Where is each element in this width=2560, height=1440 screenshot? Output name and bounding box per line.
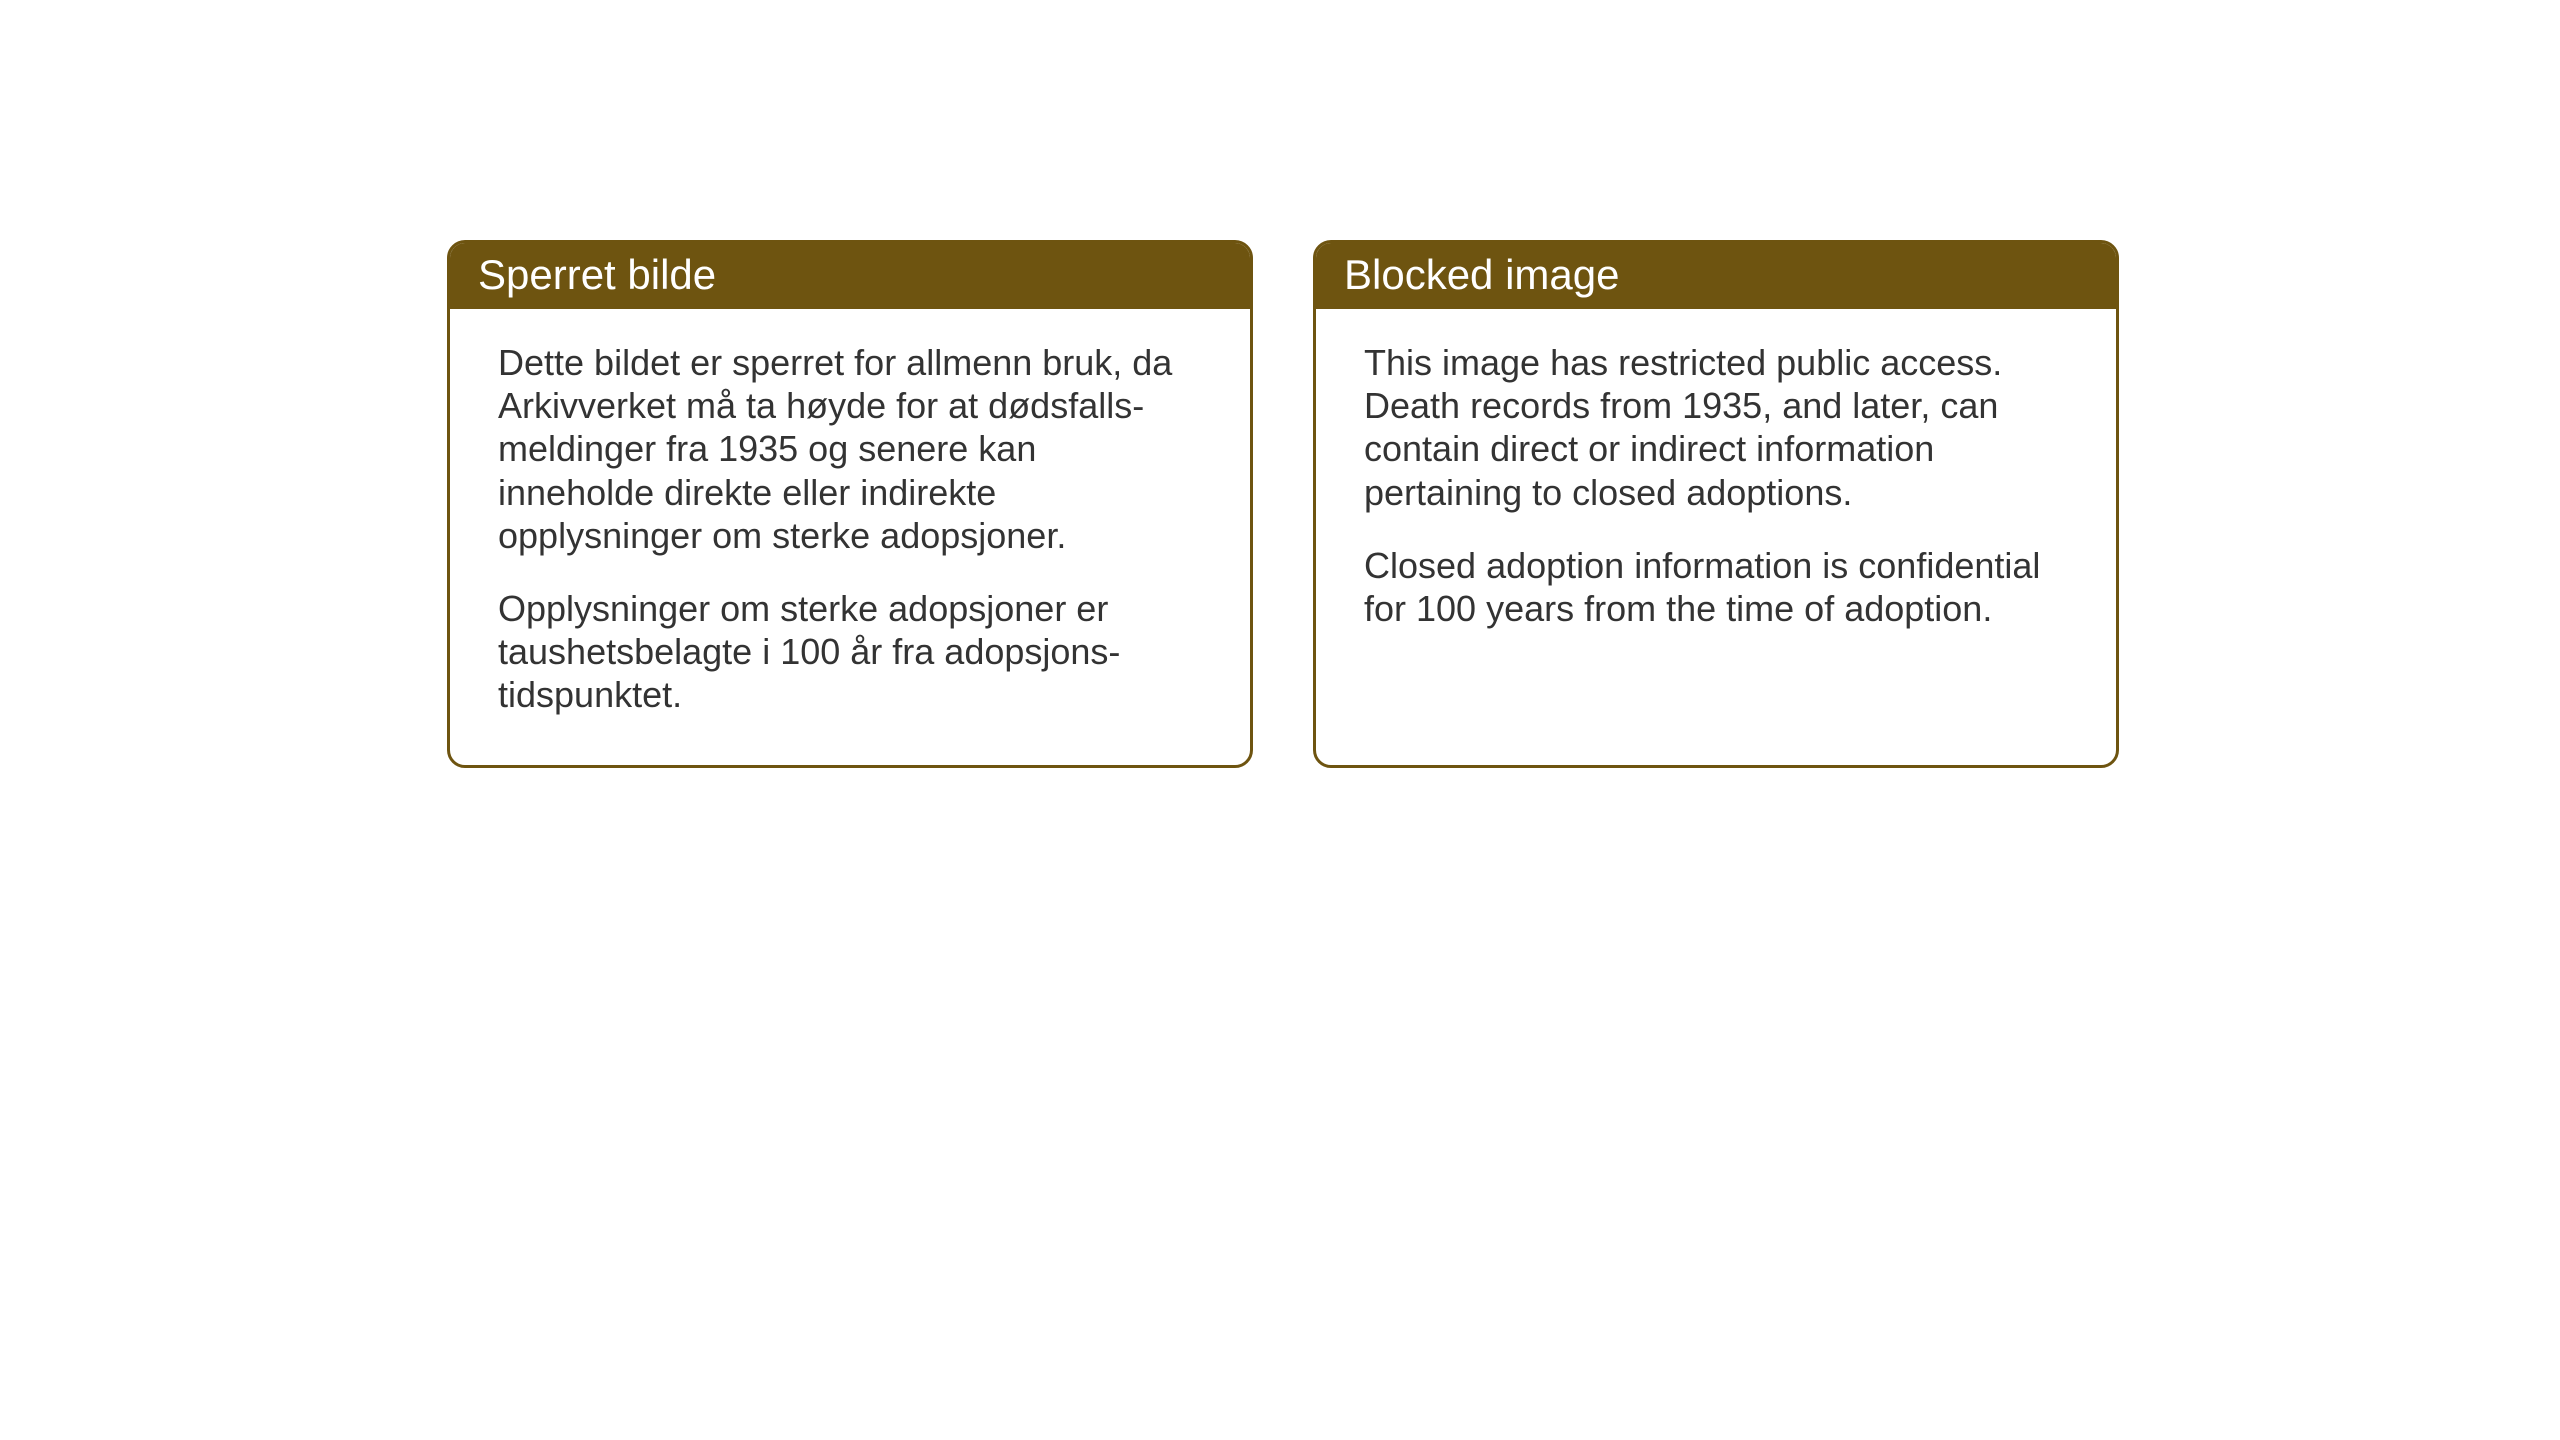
card-title-norwegian: Sperret bilde [478,251,716,298]
card-body-english: This image has restricted public access.… [1316,309,2116,678]
card-header-norwegian: Sperret bilde [450,243,1250,309]
card-paragraph-norwegian-2: Opplysninger om sterke adopsjoner er tau… [498,587,1202,717]
card-header-english: Blocked image [1316,243,2116,309]
card-body-norwegian: Dette bildet er sperret for allmenn bruk… [450,309,1250,765]
card-title-english: Blocked image [1344,251,1619,298]
card-paragraph-norwegian-1: Dette bildet er sperret for allmenn bruk… [498,341,1202,557]
cards-container: Sperret bilde Dette bildet er sperret fo… [447,240,2119,768]
card-english: Blocked image This image has restricted … [1313,240,2119,768]
card-paragraph-english-2: Closed adoption information is confident… [1364,544,2068,630]
card-norwegian: Sperret bilde Dette bildet er sperret fo… [447,240,1253,768]
card-paragraph-english-1: This image has restricted public access.… [1364,341,2068,514]
